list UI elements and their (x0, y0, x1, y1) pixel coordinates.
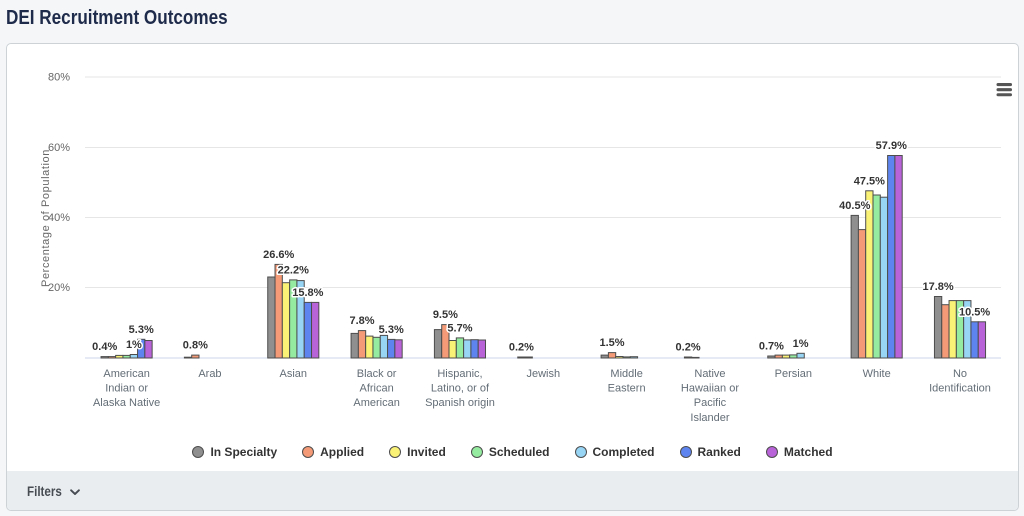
svg-text:0.8%: 0.8% (183, 340, 208, 352)
svg-text:0.7%: 0.7% (759, 341, 784, 353)
svg-text:5.7%: 5.7% (447, 322, 472, 334)
svg-text:9.5%: 9.5% (433, 309, 458, 321)
svg-text:No: No (953, 368, 967, 380)
svg-text:1%: 1% (793, 338, 809, 350)
svg-text:10.5%: 10.5% (959, 306, 990, 318)
svg-text:40%: 40% (48, 212, 70, 224)
svg-text:Percentage of Population: Percentage of Population (40, 149, 52, 287)
svg-text:Middle: Middle (610, 368, 642, 380)
svg-text:Identification: Identification (929, 383, 991, 395)
svg-text:40.5%: 40.5% (839, 200, 870, 212)
svg-text:80%: 80% (48, 72, 70, 84)
svg-text:5.3%: 5.3% (129, 324, 154, 336)
svg-text:7.8%: 7.8% (349, 315, 374, 327)
svg-text:1%: 1% (126, 339, 142, 351)
svg-text:0.4%: 0.4% (92, 341, 117, 353)
svg-text:Jewish: Jewish (526, 368, 560, 380)
svg-text:1.5%: 1.5% (600, 337, 625, 349)
svg-text:Arab: Arab (198, 368, 221, 380)
svg-text:Alaska Native: Alaska Native (93, 397, 160, 409)
svg-text:0.2%: 0.2% (676, 342, 701, 354)
svg-text:Asian: Asian (280, 368, 308, 380)
svg-text:Hispanic,: Hispanic, (437, 368, 482, 380)
svg-text:Hawaiian or: Hawaiian or (681, 383, 739, 395)
svg-text:Indian or: Indian or (105, 383, 148, 395)
svg-text:15.8%: 15.8% (292, 287, 323, 299)
svg-text:22.2%: 22.2% (278, 264, 309, 276)
svg-text:Islander: Islander (690, 412, 729, 424)
svg-text:American: American (103, 368, 149, 380)
svg-text:Latino, or of: Latino, or of (431, 383, 490, 395)
svg-text:57.9%: 57.9% (876, 140, 907, 152)
svg-text:5.3%: 5.3% (379, 324, 404, 336)
svg-text:0.2%: 0.2% (509, 342, 534, 354)
svg-text:17.8%: 17.8% (922, 281, 953, 293)
svg-text:Native: Native (694, 368, 725, 380)
svg-text:26.6%: 26.6% (263, 249, 294, 261)
svg-text:Spanish origin: Spanish origin (425, 397, 495, 409)
svg-text:White: White (863, 368, 891, 380)
svg-text:Eastern: Eastern (608, 383, 646, 395)
svg-text:Persian: Persian (775, 368, 812, 380)
svg-text:American: American (353, 397, 399, 409)
svg-text:Black or: Black or (357, 368, 397, 380)
svg-text:African: African (359, 383, 393, 395)
svg-text:Pacific: Pacific (694, 397, 727, 409)
svg-text:60%: 60% (48, 142, 70, 154)
svg-text:47.5%: 47.5% (854, 175, 885, 187)
svg-text:20%: 20% (48, 282, 70, 294)
